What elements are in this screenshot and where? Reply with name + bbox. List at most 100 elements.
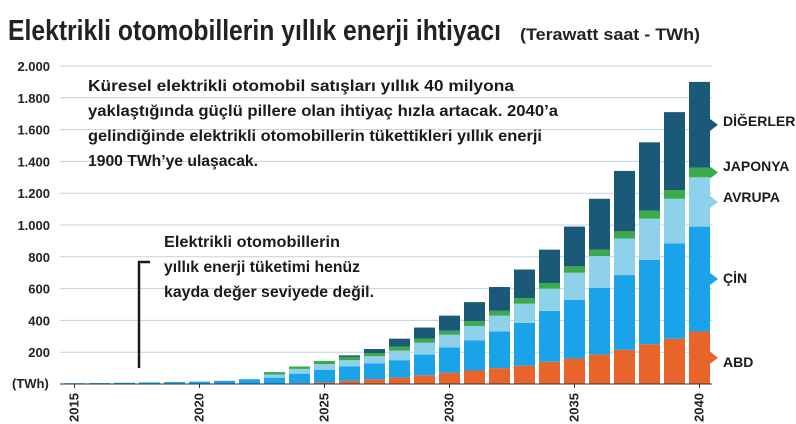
y-tick-label: 1.000 bbox=[17, 218, 50, 233]
bar-segment bbox=[464, 340, 485, 371]
bar-segment bbox=[564, 299, 585, 359]
bar-segment bbox=[614, 349, 635, 384]
bar-segment bbox=[614, 238, 635, 276]
bar-segment bbox=[664, 243, 685, 339]
bar-segment bbox=[364, 352, 385, 357]
y-tick-label: 600 bbox=[28, 282, 50, 297]
y-tick-label: 1.400 bbox=[17, 154, 50, 169]
bar-segment bbox=[539, 361, 560, 384]
bar-segment bbox=[364, 379, 385, 384]
bar-segment bbox=[464, 325, 485, 341]
x-tick-label: 2040 bbox=[692, 393, 707, 422]
legend-item-japonya: JAPONYA bbox=[723, 158, 789, 174]
bar-segment bbox=[464, 321, 485, 326]
bar-segment bbox=[664, 190, 685, 199]
bar-segment bbox=[689, 331, 710, 384]
bar-segment bbox=[614, 275, 635, 350]
annotation-line: Küresel elektrikli otomobil satışları yı… bbox=[88, 78, 514, 95]
x-tick-label: 2030 bbox=[442, 393, 457, 422]
bar-segment bbox=[414, 338, 435, 343]
bar-segment bbox=[464, 370, 485, 384]
bar-segment bbox=[589, 249, 610, 257]
y-tick-label: 800 bbox=[28, 250, 50, 265]
annotation-line: Elektrikli otomobillerin bbox=[164, 234, 340, 251]
bar-segment bbox=[339, 355, 360, 357]
bar-segment bbox=[564, 266, 585, 273]
bar-segment bbox=[164, 382, 185, 384]
bar-segment bbox=[414, 327, 435, 339]
chart-title: Elektrikli otomobillerin yıllık enerji i… bbox=[8, 15, 501, 47]
annotation-line: yaklaştığında güçlü pillere olan ihtiyaç… bbox=[88, 103, 558, 120]
bar-segment bbox=[339, 356, 360, 361]
bar-segment bbox=[314, 382, 335, 384]
bar-segment bbox=[639, 142, 660, 211]
bar-segment bbox=[489, 368, 510, 384]
bar-segment bbox=[314, 360, 335, 365]
bar-segment bbox=[214, 380, 235, 384]
bar-segment bbox=[439, 347, 460, 373]
bar-segment bbox=[139, 382, 160, 384]
x-axis-ticks: 2015 2020 2025 2030 2035 2040 bbox=[67, 384, 707, 422]
bar-segment bbox=[389, 346, 410, 351]
x-tick-label: 2025 bbox=[317, 393, 332, 422]
legend-arrow bbox=[710, 351, 718, 364]
bar-segment bbox=[514, 269, 535, 299]
bar-segment bbox=[689, 177, 710, 227]
legend-item-digerleri: DİĞERLERİ bbox=[723, 112, 796, 129]
bar-segment bbox=[489, 310, 510, 316]
annotation-bracket bbox=[137, 260, 150, 368]
bar-segment bbox=[689, 167, 710, 178]
bar-segment bbox=[489, 315, 510, 332]
annotation-sales-growth: Küresel elektrikli otomobil satışları yı… bbox=[88, 78, 558, 170]
bar-segment bbox=[664, 112, 685, 191]
bar-segment bbox=[289, 368, 310, 374]
bar-segment bbox=[564, 358, 585, 384]
annotation-line: 1900 TWh’ye ulaşacak. bbox=[88, 153, 258, 170]
bar-segment bbox=[539, 283, 560, 289]
bar-segment bbox=[289, 366, 310, 369]
bar-segment bbox=[664, 338, 685, 384]
bar-segment bbox=[414, 342, 435, 355]
bar-segment bbox=[364, 363, 385, 380]
bar-segment bbox=[664, 198, 685, 244]
bar-segment bbox=[114, 382, 135, 384]
bar-segment bbox=[364, 349, 385, 353]
bar-segment bbox=[589, 354, 610, 384]
bar-segment bbox=[414, 375, 435, 384]
bar-segment bbox=[464, 302, 485, 322]
y-axis-label: (TWh) bbox=[12, 376, 49, 391]
bar-segment bbox=[614, 231, 635, 239]
y-tick-label: 400 bbox=[28, 313, 50, 328]
bar-segment bbox=[489, 287, 510, 311]
bar-segment bbox=[689, 81, 710, 168]
bar-segment bbox=[589, 256, 610, 288]
y-tick-label: 2.000 bbox=[17, 59, 50, 74]
legend-item-abd: ABD bbox=[723, 354, 753, 370]
bar-segment bbox=[564, 272, 585, 300]
annotation-line: gelindiğinde elektrikli otomobillerin tü… bbox=[88, 128, 542, 145]
annotation-line: kayda değer seviyede değil. bbox=[164, 284, 374, 301]
bar-segment bbox=[389, 360, 410, 378]
y-axis-ticks: 2.000 1.800 1.600 1.400 1.200 1.000 800 600 400 2… bbox=[17, 59, 50, 360]
chart-subtitle: (Terawatt saat - TWh) bbox=[520, 25, 700, 44]
legend-arrow bbox=[710, 166, 718, 179]
bar-segment bbox=[339, 360, 360, 367]
legend-arrow bbox=[710, 195, 718, 208]
legend-item-avrupa: AVRUPA bbox=[723, 189, 780, 205]
bar-segment bbox=[514, 365, 535, 384]
x-tick-label: 2035 bbox=[567, 393, 582, 422]
bar-segment bbox=[689, 226, 710, 332]
bar-segment bbox=[389, 350, 410, 361]
annotation-negligible-consumption: Elektrikli otomobillerin yıllık enerji t… bbox=[137, 234, 374, 368]
bar-segment bbox=[439, 334, 460, 348]
bar-segment bbox=[539, 249, 560, 284]
legend-arrows bbox=[710, 118, 718, 364]
y-tick-label: 1.200 bbox=[17, 186, 50, 201]
bar-segment bbox=[439, 315, 460, 331]
bar-segment bbox=[639, 218, 660, 260]
bar-segment bbox=[639, 210, 660, 219]
bar-segment bbox=[189, 381, 210, 384]
bar-segment bbox=[589, 287, 610, 355]
y-tick-label: 200 bbox=[28, 345, 50, 360]
